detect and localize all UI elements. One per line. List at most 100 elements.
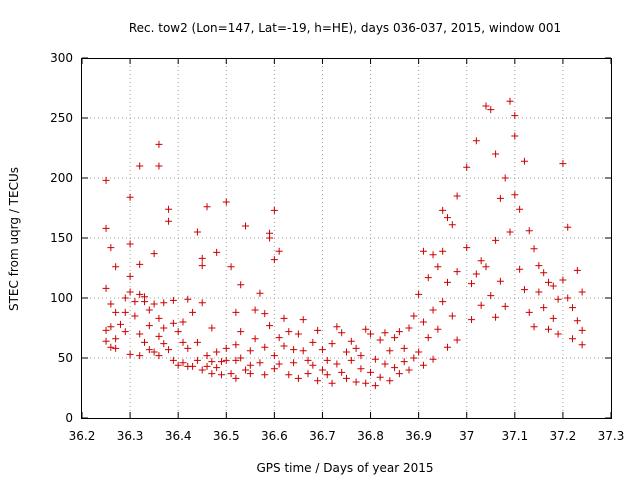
data-point [564, 294, 572, 302]
data-point [126, 193, 134, 201]
data-point [419, 361, 427, 369]
data-point [155, 352, 163, 360]
data-point [424, 274, 432, 282]
data-point [525, 308, 533, 316]
data-point [136, 162, 144, 170]
data-point [318, 346, 326, 354]
data-point [554, 295, 562, 303]
data-point [126, 350, 134, 358]
data-point [578, 288, 586, 296]
data-point [237, 354, 245, 362]
data-point [530, 323, 538, 331]
data-point [434, 325, 442, 333]
data-point [391, 364, 399, 372]
data-point [506, 97, 514, 105]
data-point [569, 335, 577, 343]
data-point [222, 356, 230, 364]
data-point [275, 247, 283, 255]
data-point [145, 306, 153, 314]
data-point [266, 322, 274, 330]
data-point [112, 308, 120, 316]
data-point [213, 364, 221, 372]
x-tick-label: 36.3 [117, 429, 144, 443]
data-point [136, 290, 144, 298]
x-tick-label: 37 [459, 429, 474, 443]
data-point [477, 257, 485, 265]
x-tick-label: 37.2 [550, 429, 577, 443]
data-point [160, 340, 168, 348]
data-point [439, 298, 447, 306]
data-point [530, 245, 538, 253]
data-point [261, 371, 269, 379]
data-point [102, 284, 110, 292]
data-point [333, 360, 341, 368]
data-point [213, 348, 221, 356]
data-point [357, 352, 365, 360]
data-point [516, 205, 524, 213]
data-point [290, 359, 298, 367]
data-point [333, 323, 341, 331]
data-point [165, 346, 173, 354]
data-point [256, 289, 264, 297]
data-point [415, 348, 423, 356]
data-point [463, 244, 471, 252]
data-point [496, 277, 504, 285]
x-tick-label: 37.3 [598, 429, 625, 443]
data-point [362, 379, 370, 387]
data-point [198, 254, 206, 262]
y-tick-label: 100 [50, 291, 73, 305]
data-point [169, 319, 177, 327]
data-point [217, 371, 225, 379]
data-point [189, 362, 197, 370]
data-point [275, 334, 283, 342]
data-point [155, 162, 163, 170]
data-point [443, 278, 451, 286]
data-point [367, 368, 375, 376]
data-point [347, 337, 355, 345]
data-point [242, 366, 250, 374]
data-point [448, 221, 456, 229]
data-point [179, 318, 187, 326]
y-tick-label: 200 [50, 171, 73, 185]
data-point [573, 266, 581, 274]
data-point [270, 206, 278, 214]
data-point [294, 374, 302, 382]
data-point [328, 340, 336, 348]
data-point [391, 334, 399, 342]
y-tick-label: 50 [58, 351, 73, 365]
data-point [270, 256, 278, 264]
data-point [145, 322, 153, 330]
data-point [193, 228, 201, 236]
data-point [347, 356, 355, 364]
data-point [270, 365, 278, 373]
data-point [501, 302, 509, 310]
data-point [193, 338, 201, 346]
data-point [145, 346, 153, 354]
data-point [266, 234, 274, 242]
data-point [439, 247, 447, 255]
x-tick-label: 36.4 [165, 429, 192, 443]
data-point [232, 356, 240, 364]
data-point [535, 288, 543, 296]
data-point [304, 356, 312, 364]
data-point [318, 366, 326, 374]
data-point [203, 352, 211, 360]
data-point [246, 361, 254, 369]
data-point [121, 308, 129, 316]
data-point [179, 359, 187, 367]
data-point [453, 336, 461, 344]
data-point [304, 370, 312, 378]
data-point [549, 282, 557, 290]
data-point [429, 355, 437, 363]
data-point [554, 330, 562, 338]
data-point [126, 272, 134, 280]
data-point [357, 365, 365, 373]
data-point [237, 328, 245, 336]
data-point [208, 324, 216, 332]
data-point [184, 295, 192, 303]
data-point [520, 286, 528, 294]
data-point [155, 332, 163, 340]
data-point [496, 194, 504, 202]
data-point [256, 359, 264, 367]
